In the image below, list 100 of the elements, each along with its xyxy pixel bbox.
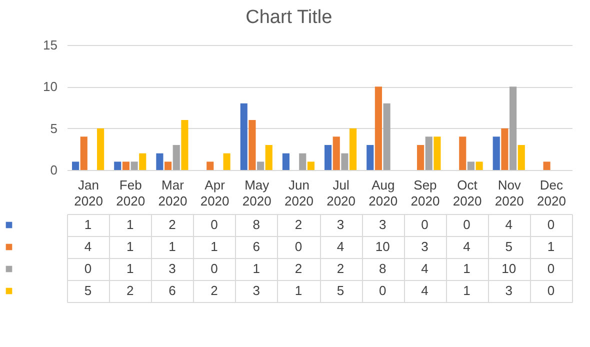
y-tick-label: 10 xyxy=(43,79,58,94)
data-label: 1 xyxy=(126,239,134,254)
data-label: 4 xyxy=(84,239,92,254)
x-tick-label: Jul 2020 xyxy=(326,178,356,208)
data-label: 0 xyxy=(421,217,428,232)
bar xyxy=(114,162,122,170)
data-label: 4 xyxy=(336,239,344,254)
data-label: 0 xyxy=(547,261,555,276)
data-label: 6 xyxy=(252,239,260,254)
bar xyxy=(518,145,525,170)
data-label: 0 xyxy=(547,283,555,298)
data-label: 4 xyxy=(421,261,428,276)
x-tick-label: Apr 2020 xyxy=(200,178,230,208)
data-label: 1 xyxy=(294,283,302,298)
bar xyxy=(72,162,80,170)
data-label: 1 xyxy=(126,261,134,276)
data-label: 3 xyxy=(379,217,386,232)
x-tick-label: Nov 2020 xyxy=(494,178,524,208)
bar xyxy=(130,162,138,170)
x-tick-label: Dec 2020 xyxy=(536,178,566,208)
x-tick-label: May 2020 xyxy=(242,178,272,208)
data-label: 8 xyxy=(379,261,386,276)
bar xyxy=(80,136,88,170)
x-tick-label: Jun 2020 xyxy=(284,178,314,208)
data-label: 8 xyxy=(252,217,260,232)
bar xyxy=(307,162,314,170)
data-label: 2 xyxy=(210,283,218,298)
data-label: 1 xyxy=(126,217,134,232)
bar xyxy=(257,162,264,170)
x-tick-label: Aug 2020 xyxy=(368,178,398,208)
data-label: 2 xyxy=(294,261,302,276)
data-label: 3 xyxy=(505,283,512,298)
bar xyxy=(374,86,382,170)
data-label: 0 xyxy=(379,283,386,298)
bar xyxy=(172,145,180,170)
data-label: 2 xyxy=(126,283,134,298)
data-label: 4 xyxy=(463,239,470,254)
data-label: 2 xyxy=(168,217,176,232)
data-label: 10 xyxy=(375,239,390,254)
data-label: 0 xyxy=(210,261,218,276)
x-tick-label: Sep 2020 xyxy=(410,178,440,208)
data-label: 5 xyxy=(505,239,512,254)
data-label: 1 xyxy=(463,261,470,276)
bar xyxy=(181,120,188,170)
bar xyxy=(332,136,340,170)
data-label: 1 xyxy=(252,261,260,276)
bar xyxy=(122,162,130,170)
data-label: 0 xyxy=(547,217,555,232)
bar xyxy=(139,153,146,170)
y-tick-label: 15 xyxy=(43,38,58,52)
data-label: 6 xyxy=(168,283,176,298)
data-label: 1 xyxy=(210,239,218,254)
bar xyxy=(543,162,550,170)
data-label: 3 xyxy=(168,261,176,276)
bar xyxy=(476,162,483,170)
data-label: 1 xyxy=(547,239,555,254)
bar xyxy=(366,145,374,170)
data-label: 0 xyxy=(84,261,92,276)
bar xyxy=(383,103,390,170)
bar xyxy=(341,153,348,170)
data-label: 0 xyxy=(210,217,218,232)
bar xyxy=(265,145,272,170)
bar xyxy=(299,153,306,170)
bar xyxy=(156,153,164,170)
data-label: 4 xyxy=(505,217,512,232)
x-tick-label: Feb 2020 xyxy=(116,178,146,208)
data-label: 4 xyxy=(421,283,428,298)
data-label: 3 xyxy=(336,217,344,232)
bar xyxy=(510,86,517,170)
bar xyxy=(248,120,256,170)
bar xyxy=(282,153,290,170)
data-label: 0 xyxy=(294,239,302,254)
x-tick-label: Mar 2020 xyxy=(158,178,188,208)
bar xyxy=(223,153,230,170)
data-label: 1 xyxy=(168,239,176,254)
data-label: 5 xyxy=(84,283,92,298)
data-label: 10 xyxy=(502,261,516,276)
data-label: 2 xyxy=(294,217,302,232)
data-label: 3 xyxy=(252,283,260,298)
bar xyxy=(467,162,474,170)
bar xyxy=(164,162,172,170)
data-label: 0 xyxy=(463,217,470,232)
bar xyxy=(417,145,424,170)
bar xyxy=(434,136,441,170)
bar xyxy=(97,128,104,170)
data-label: 1 xyxy=(84,217,92,232)
bar xyxy=(501,128,508,170)
bar xyxy=(240,103,248,170)
y-tick-label: 0 xyxy=(50,162,58,178)
x-tick-label: Jan 2020 xyxy=(74,178,104,208)
x-tick-label: Oct 2020 xyxy=(452,178,482,208)
bar xyxy=(425,136,432,170)
y-tick-label: 5 xyxy=(50,120,58,136)
bar xyxy=(492,136,500,170)
chart-title: Chart Title xyxy=(246,7,332,28)
bar xyxy=(206,162,214,170)
bar xyxy=(459,136,466,170)
data-label: 5 xyxy=(336,283,344,298)
data-label: 2 xyxy=(336,261,344,276)
bar xyxy=(350,128,357,170)
